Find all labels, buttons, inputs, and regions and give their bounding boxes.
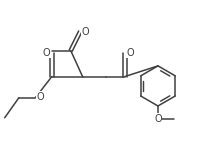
Text: O: O xyxy=(82,27,89,37)
Text: O: O xyxy=(126,48,134,58)
Text: O: O xyxy=(154,114,162,124)
Text: O: O xyxy=(37,91,44,102)
Text: O: O xyxy=(43,48,50,58)
